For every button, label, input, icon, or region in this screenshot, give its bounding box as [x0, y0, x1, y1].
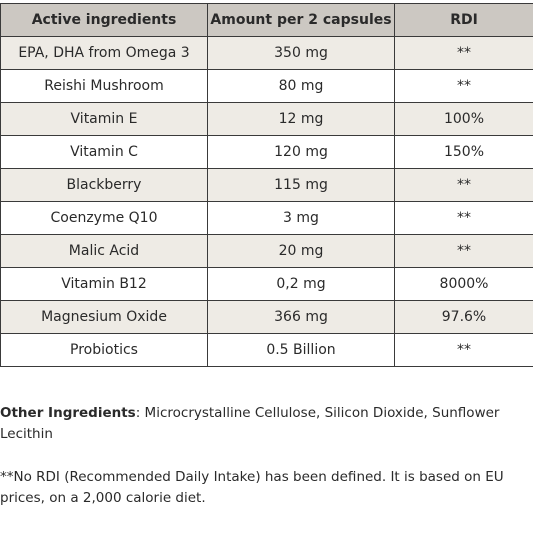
- rdi-cell: 8000%: [394, 267, 533, 301]
- table-row: Probiotics 0.5 Billion **: [0, 333, 533, 367]
- table-row: Reishi Mushroom 80 mg **: [0, 69, 533, 103]
- rdi-cell: **: [394, 69, 533, 103]
- ingredients-table: Active ingredients Amount per 2 capsules…: [0, 3, 533, 367]
- amount-cell: 3 mg: [207, 201, 395, 235]
- ingredient-cell: Malic Acid: [0, 234, 208, 268]
- header-active-ingredients: Active ingredients: [0, 3, 208, 37]
- table-row: Vitamin B12 0,2 mg 8000%: [0, 267, 533, 301]
- table-header: Active ingredients Amount per 2 capsules…: [0, 3, 533, 37]
- other-ingredients: Other Ingredients: Microcrystalline Cell…: [0, 403, 525, 445]
- rdi-cell: 100%: [394, 102, 533, 136]
- ingredient-cell: Vitamin E: [0, 102, 208, 136]
- table-body: EPA, DHA from Omega 3 350 mg ** Reishi M…: [0, 36, 533, 367]
- table-row: Blackberry 115 mg **: [0, 168, 533, 202]
- ingredient-cell: Reishi Mushroom: [0, 69, 208, 103]
- table-row: Coenzyme Q10 3 mg **: [0, 201, 533, 235]
- amount-cell: 120 mg: [207, 135, 395, 169]
- ingredient-cell: Probiotics: [0, 333, 208, 367]
- rdi-cell: **: [394, 168, 533, 202]
- table-row: Vitamin C 120 mg 150%: [0, 135, 533, 169]
- rdi-cell: **: [394, 201, 533, 235]
- table-row: Vitamin E 12 mg 100%: [0, 102, 533, 136]
- amount-cell: 80 mg: [207, 69, 395, 103]
- header-row: Active ingredients Amount per 2 capsules…: [0, 3, 533, 37]
- rdi-cell: **: [394, 333, 533, 367]
- other-ingredients-label: Other Ingredients: [0, 405, 136, 421]
- rdi-cell: 150%: [394, 135, 533, 169]
- table-row: EPA, DHA from Omega 3 350 mg **: [0, 36, 533, 70]
- amount-cell: 20 mg: [207, 234, 395, 268]
- table-row: Magnesium Oxide 366 mg 97.6%: [0, 300, 533, 334]
- other-ingredients-text: : Microcrystalline Cellulose, Silicon Di…: [0, 405, 500, 442]
- amount-cell: 0.5 Billion: [207, 333, 395, 367]
- amount-cell: 0,2 mg: [207, 267, 395, 301]
- rdi-cell: **: [394, 36, 533, 70]
- header-amount: Amount per 2 capsules: [207, 3, 395, 37]
- ingredient-cell: Coenzyme Q10: [0, 201, 208, 235]
- ingredient-cell: Vitamin C: [0, 135, 208, 169]
- amount-cell: 350 mg: [207, 36, 395, 70]
- amount-cell: 12 mg: [207, 102, 395, 136]
- amount-cell: 366 mg: [207, 300, 395, 334]
- ingredient-cell: Vitamin B12: [0, 267, 208, 301]
- ingredient-cell: Magnesium Oxide: [0, 300, 208, 334]
- header-rdi: RDI: [394, 3, 533, 37]
- ingredient-cell: Blackberry: [0, 168, 208, 202]
- rdi-cell: 97.6%: [394, 300, 533, 334]
- table-row: Malic Acid 20 mg **: [0, 234, 533, 268]
- ingredient-cell: EPA, DHA from Omega 3: [0, 36, 208, 70]
- rdi-footnote: **No RDI (Recommended Daily Intake) has …: [0, 469, 504, 506]
- notes-section: Other Ingredients: Microcrystalline Cell…: [0, 403, 525, 509]
- rdi-cell: **: [394, 234, 533, 268]
- amount-cell: 115 mg: [207, 168, 395, 202]
